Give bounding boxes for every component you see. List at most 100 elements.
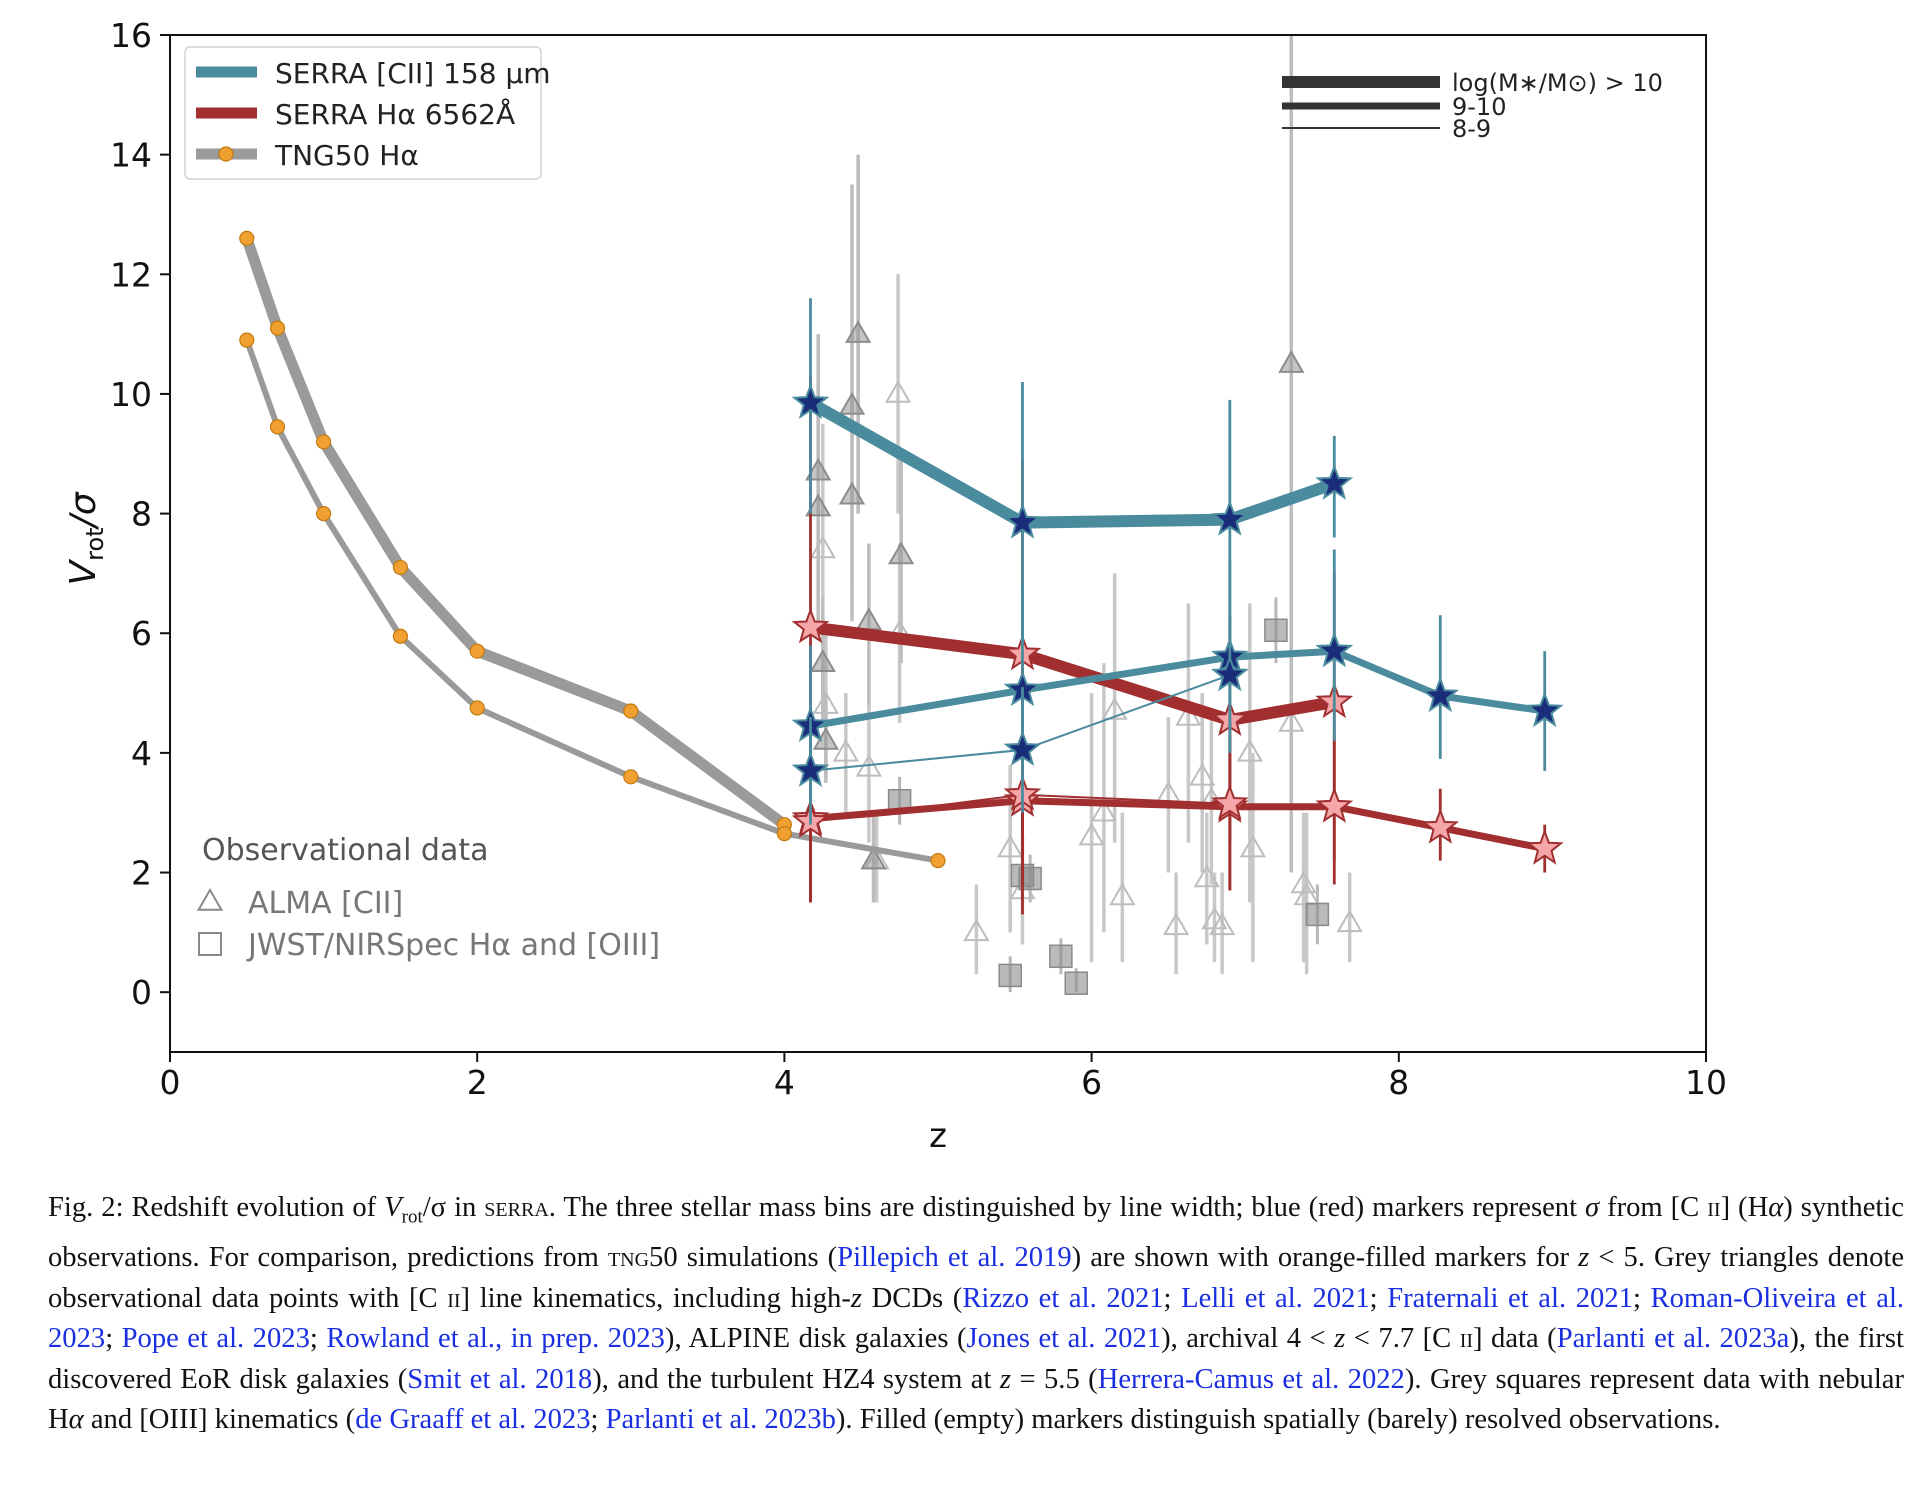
x-tick-label: 0 (160, 1063, 181, 1102)
serra-ha-star (791, 607, 830, 644)
x-tick-label: 8 (1388, 1063, 1409, 1102)
tng-point (316, 505, 332, 522)
ref-pope-2023[interactable]: Pope et al. 2023 (121, 1323, 310, 1355)
alma-filled-triangle (838, 481, 866, 505)
chart-figure: 0 2 4 6 8 10 0 2 4 6 8 10 12 14 16 z Vrot/σ SERRA [CII] … (63, 16, 1727, 1156)
alma-open-triangle (809, 535, 836, 559)
alma-filled-triangle (805, 457, 832, 481)
alma-open-triangle (1193, 864, 1220, 888)
alma-open-triangle (1162, 912, 1190, 936)
jwst-square (1018, 866, 1042, 891)
alma-open-triangle (1236, 738, 1263, 762)
ref-rowland-2023[interactable]: Rowland et al., in prep. 2023 (326, 1323, 665, 1355)
x-tick-label: 10 (1685, 1063, 1727, 1102)
alma-filled-triangle (1278, 350, 1305, 373)
ref-parlanti-2023a[interactable]: Parlanti et al. 2023a (1556, 1323, 1790, 1355)
alma-open-triangle (884, 379, 912, 403)
series-line (807, 647, 1549, 730)
serra-ha-star (1525, 828, 1564, 865)
ref-herrera-camus-2022[interactable]: Herrera-Camus et al. 2022 (1097, 1363, 1405, 1395)
ref-smit-2018[interactable]: Smit et al. 2018 (407, 1363, 593, 1395)
alma-filled-triangle (844, 320, 872, 343)
tng-point (269, 419, 286, 435)
serra-cii-star (791, 750, 830, 787)
alma-filled-triangle (855, 607, 883, 631)
y-axis-label: Vrot/σ (63, 491, 109, 585)
alma-open-triangle (1209, 912, 1236, 936)
ref-pillepich-2019[interactable]: Pillepich et al. 2019 (837, 1242, 1072, 1274)
series-line (241, 232, 790, 831)
serra-cii-star (1003, 502, 1042, 539)
figure-caption: Fig. 2: Redshift evolution of Vrot/σ in … (48, 1192, 1905, 1436)
alma-open-triangle (1101, 697, 1128, 720)
alma-open-triangle (1090, 798, 1118, 822)
alma-open-triangle (1239, 834, 1267, 858)
obs-legend-square (198, 932, 222, 956)
ref-roman-oliveira-2023[interactable]: Roman-Oliveira et al. 2023 (48, 1282, 1905, 1355)
tng-point (392, 628, 408, 644)
alma-open-triangle (832, 738, 859, 762)
legend-box (184, 46, 542, 180)
alma-open-triangle (1278, 708, 1305, 732)
x-tick-label: 2 (467, 1063, 488, 1102)
alma-filled-triangle (860, 846, 887, 870)
alma-open-triangle (1109, 882, 1136, 906)
y-axis-label-rest: /σ (63, 491, 104, 530)
serra-cii-star (1003, 730, 1042, 766)
serra-cii-star (1421, 676, 1460, 713)
serra-ha-star (1210, 783, 1249, 820)
mass-legend-label: 9-10 (1452, 93, 1506, 121)
tng-point (623, 703, 639, 719)
ref-rizzo-2021[interactable]: Rizzo et al. 2021 (962, 1282, 1164, 1314)
tng-point (469, 700, 485, 716)
ref-fraternali-2021[interactable]: Fraternali et al. 2021 (1387, 1282, 1633, 1314)
x-tick-label: 4 (774, 1063, 795, 1102)
serra-ha-star (1421, 807, 1460, 844)
y-tick-label: 2 (131, 854, 152, 893)
legend-label: SERRA Hα 6562Å (275, 97, 515, 131)
obs-legend-label: ALMA [CII] (248, 886, 403, 921)
ref-jones-2021[interactable]: Jones et al. 2021 (966, 1323, 1162, 1355)
serra-cii-star (1525, 691, 1564, 728)
y-tick-label: 6 (131, 614, 152, 653)
jwst-square (1064, 971, 1088, 995)
tng-point (776, 826, 793, 842)
y-tick-label: 8 (131, 495, 152, 534)
alma-open-triangle (812, 691, 840, 714)
serra-cii-star (1315, 463, 1354, 500)
tng-point (392, 559, 408, 576)
alma-open-triangle (1189, 762, 1216, 786)
y-tick-label: 14 (110, 136, 152, 175)
y-tick-label: 0 (131, 973, 152, 1012)
serra-cii-star (1211, 655, 1249, 692)
ref-de-graaff-2023[interactable]: de Graaff et al. 2023 (355, 1404, 591, 1436)
tng-point (623, 769, 639, 785)
tng-point (269, 320, 286, 336)
alma-filled-triangle (809, 649, 836, 672)
series-line (804, 621, 1341, 726)
series-line (243, 337, 941, 864)
alma-open-triangle (963, 918, 990, 942)
obs-legend-label: JWST/NIRSpec Hα and [OIII] (246, 928, 660, 963)
alma-open-triangle (1078, 822, 1105, 846)
legend-label: TNG50 Hα (274, 139, 419, 172)
legends: SERRA [CII] 158 µm SERRA Hα 6562Å TNG50 Hα… (184, 46, 1663, 963)
ref-lelli-2021[interactable]: Lelli et al. 2021 (1181, 1282, 1370, 1314)
alma-open-triangle (997, 834, 1024, 858)
serra-cii-star (791, 383, 830, 420)
alma-filled-triangle (838, 391, 866, 415)
series-line (807, 797, 1549, 853)
jwst-square (1305, 902, 1330, 927)
ref-parlanti-2023b[interactable]: Parlanti et al. 2023b (605, 1404, 836, 1436)
alma-filled-triangle (888, 541, 915, 565)
legend-label: SERRA [CII] 158 µm (275, 57, 551, 90)
legend-marker (218, 146, 234, 162)
y-axis-label-sub: rot (81, 527, 109, 560)
tng-point (239, 230, 255, 246)
tng-point (239, 332, 255, 348)
y-tick-label: 10 (110, 375, 152, 414)
jwst-square (998, 963, 1022, 988)
alma-open-triangle (1336, 909, 1363, 933)
series-line (804, 396, 1341, 529)
tng-point (930, 852, 946, 869)
